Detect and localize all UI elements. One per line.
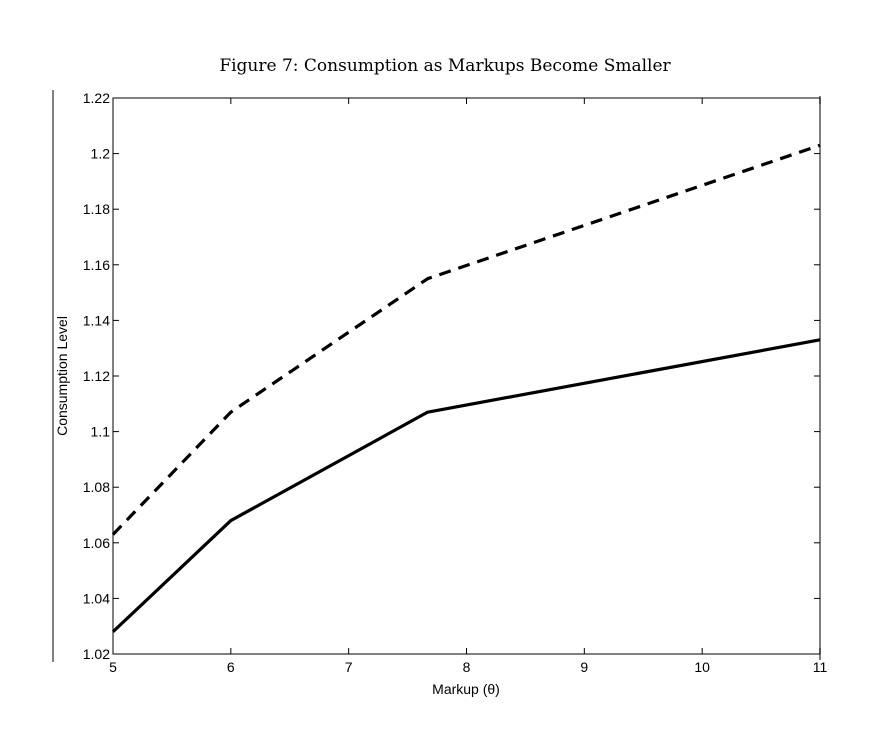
dashed-series-line [111, 143, 821, 536]
x-tick-label: 5 [109, 659, 117, 675]
x-tick-label: 11 [813, 659, 828, 675]
y-tick-label: 1.18 [83, 201, 110, 217]
x-tick-label: 6 [227, 659, 235, 675]
y-tick-label: 1.02 [83, 646, 110, 662]
y-tick-label: 1.04 [83, 590, 110, 606]
x-tick-label: 8 [463, 659, 471, 675]
y-tick-label: 1.08 [83, 479, 110, 495]
y-tick-label: 1.14 [83, 312, 110, 328]
y-tick-label: 1.22 [83, 90, 110, 106]
y-tick-label: 1.16 [83, 257, 110, 273]
y-tick-label: 1.1 [91, 424, 111, 440]
y-axis-label: Consumption Level [54, 316, 70, 436]
x-axis-label: Markup (θ) [432, 681, 500, 697]
y-tick-label: 1.06 [83, 535, 110, 551]
x-tick-label: 7 [345, 659, 353, 675]
figure-title: Figure 7: Consumption as Markups Become … [219, 56, 671, 76]
solid-series-line [111, 338, 821, 633]
y-tick-label: 1.2 [91, 146, 111, 162]
x-tick-label: 9 [580, 659, 588, 675]
x-tick-label: 10 [694, 659, 710, 675]
y-tick-label: 1.12 [83, 368, 110, 384]
